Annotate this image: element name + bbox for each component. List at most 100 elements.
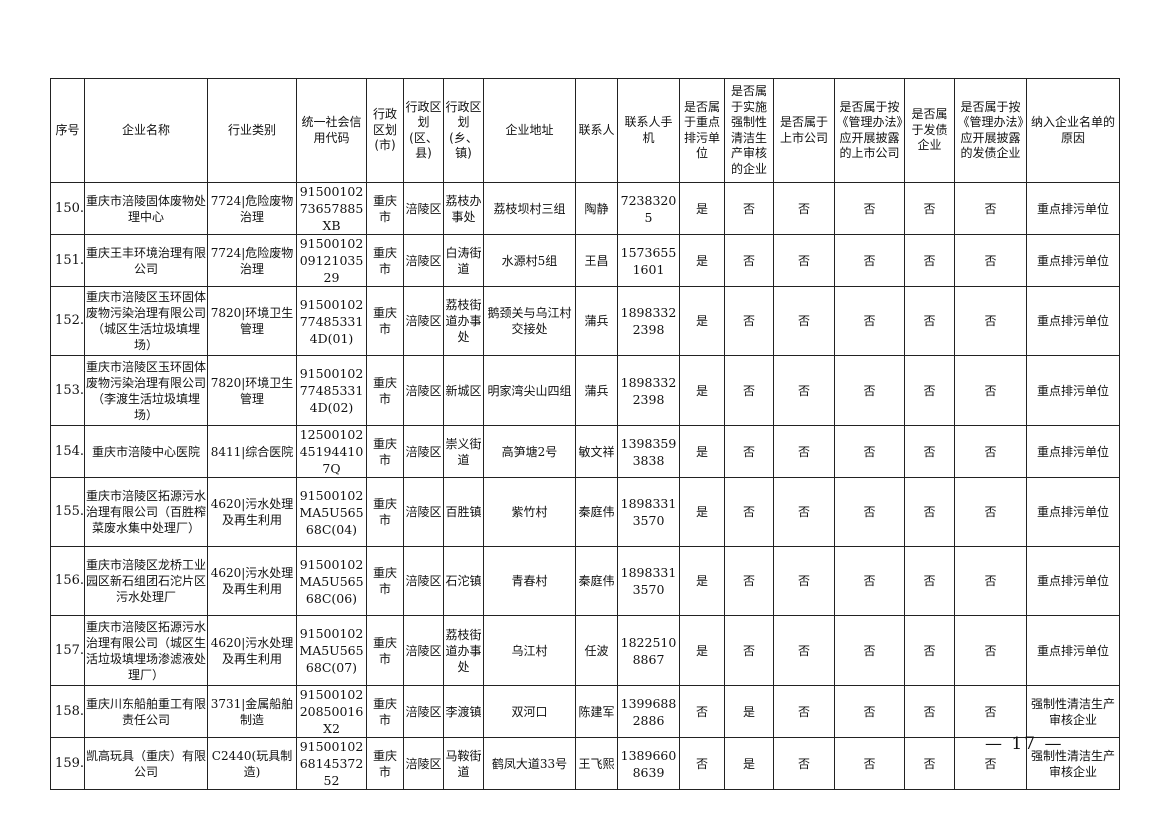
cell-phone: 18983322398 (617, 286, 680, 356)
cell-bond-disclosure: 否 (954, 182, 1027, 235)
cell-index: 159. (50, 737, 85, 790)
cell-phone: 18983313570 (617, 477, 680, 547)
cell-industry: 3731|金属船舶制造 (207, 685, 297, 738)
table-row: 153. 重庆市涪陵区玉环固体废物污染治理有限公司（李渡生活垃圾填埋场） 7820|… (50, 355, 1120, 426)
cell-phone: 15736551601 (617, 234, 680, 287)
table-row: 151. 重庆王丰环境治理有限公司 7724|危险废物治理 9150010209121… (50, 234, 1120, 287)
cell-company-name: 重庆市涪陵区玉环固体废物污染治理有限公司（李渡生活垃圾填埋场） (84, 355, 208, 426)
cell-address: 双河口 (483, 685, 576, 738)
cell-clean-production: 否 (724, 425, 774, 478)
cell-clean-production: 否 (724, 546, 774, 616)
cell-listed-disclosure: 否 (834, 286, 905, 356)
cell-listed-disclosure: 否 (834, 425, 905, 478)
cell-clean-production: 否 (724, 286, 774, 356)
cell-reason: 重点排污单位 (1026, 615, 1120, 686)
cell-listed-disclosure: 否 (834, 234, 905, 287)
cell-district: 涪陵区 (403, 182, 444, 235)
cell-industry: 4620|污水处理及再生利用 (207, 546, 297, 616)
cell-bond-issuer: 否 (904, 546, 955, 616)
cell-city: 重庆市 (366, 685, 404, 738)
cell-listed-disclosure: 否 (834, 546, 905, 616)
cell-town: 马鞍街道 (443, 737, 484, 790)
cell-index: 150. (50, 182, 85, 235)
cell-bond-disclosure: 否 (954, 286, 1027, 356)
cell-contact: 王飞熙 (575, 737, 618, 790)
cell-bond-issuer: 否 (904, 615, 955, 686)
cell-city: 重庆市 (366, 182, 404, 235)
cell-district: 涪陵区 (403, 737, 444, 790)
cell-listed: 否 (773, 685, 835, 738)
cell-key-polluter: 是 (679, 234, 725, 287)
header-col-contact: 联系人 (575, 78, 618, 183)
cell-index: 154. (50, 425, 85, 478)
cell-bond-issuer: 否 (904, 685, 955, 738)
cell-contact: 敏文祥 (575, 425, 618, 478)
cell-credit-code: 9150010220850016X2 (296, 685, 367, 738)
cell-index: 152. (50, 286, 85, 356)
cell-address: 水源村5组 (483, 234, 576, 287)
cell-company-name: 凯高玩具（重庆）有限公司 (84, 737, 208, 790)
cell-contact: 蒲兵 (575, 355, 618, 426)
cell-address: 明家湾尖山四组 (483, 355, 576, 426)
cell-company-name: 重庆市涪陵区玉环固体废物污染治理有限公司（城区生活垃圾填埋场） (84, 286, 208, 356)
cell-industry: 4620|污水处理及再生利用 (207, 615, 297, 686)
cell-listed: 否 (773, 286, 835, 356)
cell-city: 重庆市 (366, 425, 404, 478)
cell-bond-issuer: 否 (904, 425, 955, 478)
cell-town: 石沱镇 (443, 546, 484, 616)
cell-industry: 7724|危险废物治理 (207, 234, 297, 287)
cell-key-polluter: 否 (679, 737, 725, 790)
cell-bond-issuer: 否 (904, 737, 955, 790)
cell-company-name: 重庆王丰环境治理有限公司 (84, 234, 208, 287)
cell-industry: 4620|污水处理及再生利用 (207, 477, 297, 547)
cell-town: 荔枝办事处 (443, 182, 484, 235)
cell-key-polluter: 是 (679, 615, 725, 686)
cell-reason: 重点排污单位 (1026, 355, 1120, 426)
cell-industry: 7820|环境卫生管理 (207, 286, 297, 356)
cell-bond-disclosure: 否 (954, 425, 1027, 478)
table-row: 156. 重庆市涪陵区龙桥工业园区新石组团石沱片区污水处理厂 4620|污水处理及再… (50, 546, 1120, 616)
cell-district: 涪陵区 (403, 234, 444, 287)
header-col-bond-issuer: 是否属于发债企业 (904, 78, 955, 183)
enterprise-list-table: 序号 企业名称 行业类别 统一社会信用代码 行政区划(市) 行政区划(区、县) 行政区划(乡… (50, 78, 1120, 790)
cell-listed: 否 (773, 546, 835, 616)
cell-credit-code: 91500102MA5U56568C(07) (296, 615, 367, 686)
header-col-phone: 联系人手机 (617, 78, 680, 183)
cell-address: 鹤凤大道33号 (483, 737, 576, 790)
header-col-address: 企业地址 (483, 78, 576, 183)
header-col-reason: 纳入企业名单的原因 (1026, 78, 1120, 183)
cell-city: 重庆市 (366, 355, 404, 426)
cell-reason: 重点排污单位 (1026, 425, 1120, 478)
cell-listed-disclosure: 否 (834, 355, 905, 426)
cell-town: 荔枝街道办事处 (443, 286, 484, 356)
table-header-row: 序号 企业名称 行业类别 统一社会信用代码 行政区划(市) 行政区划(区、县) 行政区划(乡… (50, 78, 1120, 183)
cell-credit-code: 91500102774853314D(01) (296, 286, 367, 356)
cell-listed-disclosure: 否 (834, 182, 905, 235)
cell-reason: 强制性清洁生产审核企业 (1026, 737, 1120, 790)
cell-credit-code: 91500102MA5U56568C(04) (296, 477, 367, 547)
cell-key-polluter: 是 (679, 182, 725, 235)
cell-clean-production: 否 (724, 477, 774, 547)
cell-contact: 秦庭伟 (575, 477, 618, 547)
cell-bond-disclosure: 否 (954, 615, 1027, 686)
cell-city: 重庆市 (366, 546, 404, 616)
cell-address: 鹅颈关与乌江村交接处 (483, 286, 576, 356)
cell-credit-code: 9150010273657885XB (296, 182, 367, 235)
cell-contact: 陶静 (575, 182, 618, 235)
cell-index: 155. (50, 477, 85, 547)
cell-credit-code: 915001026814537252 (296, 737, 367, 790)
cell-industry: 7820|环境卫生管理 (207, 355, 297, 426)
cell-bond-disclosure: 否 (954, 685, 1027, 738)
cell-contact: 王昌 (575, 234, 618, 287)
header-col-district: 行政区划(区、县) (403, 78, 444, 183)
cell-listed-disclosure: 否 (834, 615, 905, 686)
cell-reason: 重点排污单位 (1026, 546, 1120, 616)
cell-phone: 13983593838 (617, 425, 680, 478)
cell-credit-code: 91500102774853314D(02) (296, 355, 367, 426)
cell-district: 涪陵区 (403, 425, 444, 478)
cell-credit-code: 91500102MA5U56568C(06) (296, 546, 367, 616)
cell-town: 崇义街道 (443, 425, 484, 478)
cell-town: 荔枝街道办事处 (443, 615, 484, 686)
header-col-industry: 行业类别 (207, 78, 297, 183)
cell-bond-disclosure: 否 (954, 737, 1027, 790)
